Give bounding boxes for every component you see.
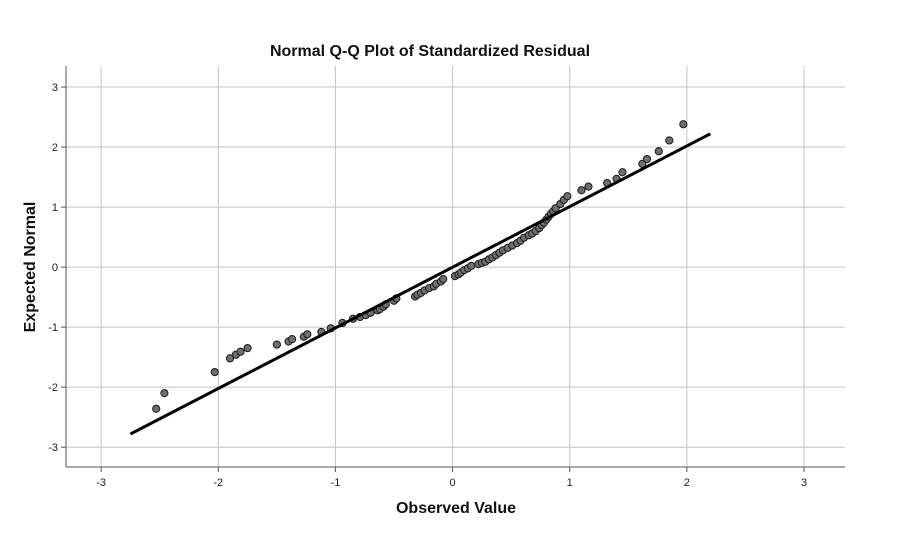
y-tick-label: -2	[48, 382, 58, 394]
x-tick-label: -1	[331, 477, 341, 489]
y-tick-label: 1	[52, 202, 58, 214]
data-point	[618, 168, 627, 177]
data-points	[152, 120, 688, 413]
data-point	[654, 147, 663, 156]
data-point	[272, 340, 281, 349]
data-point	[152, 404, 161, 413]
y-tick-label: -1	[48, 322, 58, 334]
data-point	[584, 182, 593, 191]
data-point	[243, 344, 252, 353]
data-point	[439, 275, 448, 284]
x-tick-label: 2	[684, 477, 690, 489]
x-tick-label: -3	[96, 477, 106, 489]
reference-line-group	[129, 132, 711, 436]
data-point	[577, 186, 586, 195]
x-axis-label: Observed Value	[395, 500, 517, 517]
data-point	[210, 368, 219, 377]
plot-axes	[61, 66, 845, 472]
reference-line	[129, 132, 711, 436]
y-tick-label: -3	[48, 442, 58, 454]
data-point	[665, 136, 674, 145]
x-tick-label: 0	[450, 477, 456, 489]
x-tick-label: 1	[567, 477, 573, 489]
tick-labels: -3 -2 -1 0 1 2 3 -3 -2 -1 0 1 2 3	[48, 82, 807, 489]
data-point	[160, 389, 169, 398]
data-point	[642, 154, 652, 164]
y-tick-label: 0	[52, 262, 58, 274]
y-tick-label: 2	[52, 142, 58, 154]
data-point	[563, 192, 572, 201]
data-point	[225, 354, 235, 363]
data-point	[236, 347, 245, 356]
data-point	[679, 120, 688, 129]
y-tick-label: 3	[52, 82, 58, 94]
data-point	[287, 335, 297, 344]
chart-title: Normal Q-Q Plot of Standardized Residual	[269, 43, 591, 60]
x-tick-label: -2	[213, 477, 223, 489]
y-axis-label: Expected Normal	[22, 201, 39, 333]
x-tick-label: 3	[801, 477, 807, 489]
data-point	[303, 330, 312, 339]
data-point	[467, 261, 476, 270]
